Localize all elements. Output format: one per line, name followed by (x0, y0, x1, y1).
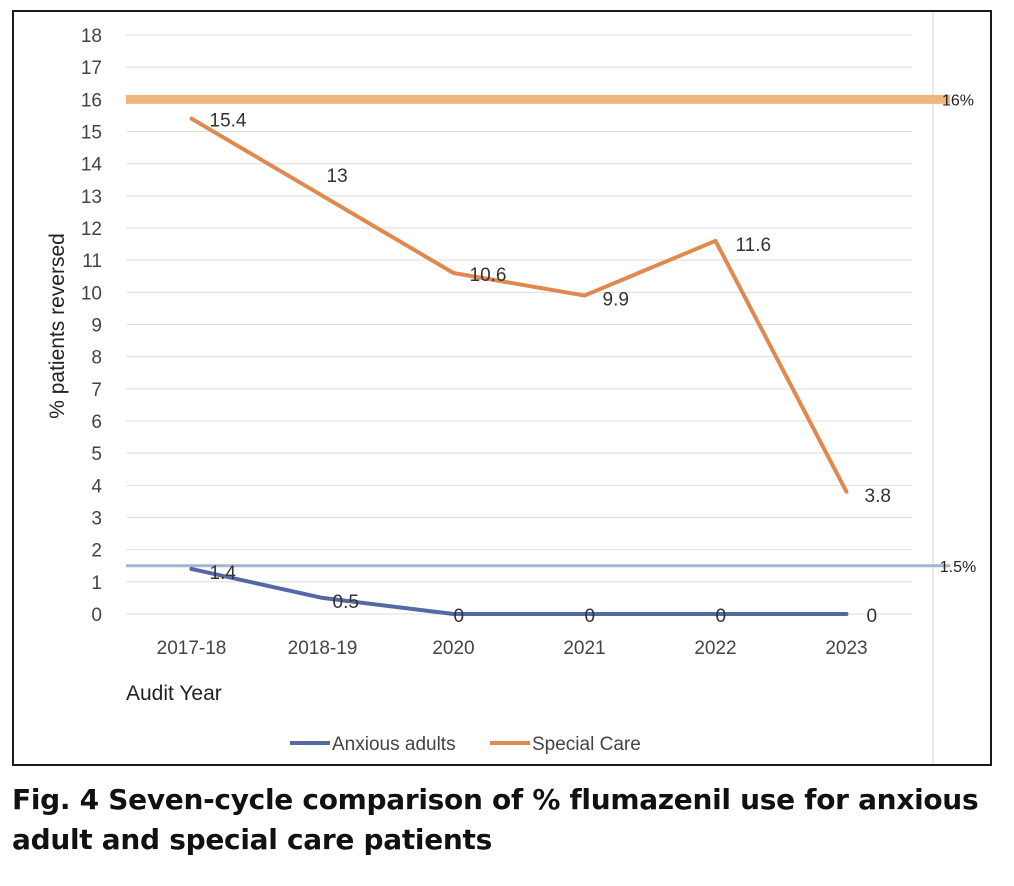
data-label: 0 (867, 606, 878, 627)
y-tick-label: 12 (81, 219, 102, 240)
y-tick-label: 4 (91, 476, 102, 497)
data-label: 0.5 (333, 592, 359, 613)
legend-label: Anxious adults (332, 734, 456, 755)
legend-label: Special Care (532, 734, 641, 755)
reference-lines: 16% 1.5% (126, 92, 976, 576)
data-label: 15.4 (210, 111, 247, 132)
y-tick-label: 0 (91, 605, 102, 626)
x-tick-label: 2023 (825, 638, 867, 659)
data-labels: 1.4 0.5 0 0 0 0 15.4 13 10.6 9.9 11.6 3.8 (210, 111, 891, 627)
chart-frame: 0 1 2 3 4 5 6 7 8 9 10 11 12 13 14 15 16 17 18 2017-18 2018… (12, 10, 992, 766)
data-label: 11.6 (736, 235, 772, 256)
y-tick-label: 18 (81, 26, 102, 47)
series-line (189, 566, 849, 616)
data-label: 9.9 (603, 290, 629, 311)
y-tick-label: 11 (82, 251, 102, 272)
x-tick-label: 2021 (563, 638, 605, 659)
x-tick-label: 2020 (432, 638, 474, 659)
x-tick-label: 2017-18 (157, 638, 227, 659)
data-label: 0 (454, 606, 465, 627)
y-tick-label: 1 (91, 573, 102, 594)
y-tick-label: 6 (91, 412, 102, 433)
series-line (189, 116, 849, 494)
x-axis-title: Audit Year (126, 682, 222, 705)
figure-caption: Fig. 4 Seven-cycle comparison of % fluma… (12, 783, 979, 856)
y-tick-label: 9 (91, 316, 102, 337)
data-label: 13 (327, 166, 348, 187)
data-label: 3.8 (865, 486, 891, 507)
series-lines (189, 116, 849, 616)
y-tick-label: 13 (81, 187, 102, 208)
y-tick-label: 15 (81, 123, 102, 144)
reference-line-label: 16% (942, 92, 974, 109)
y-axis-title: % patients reversed (46, 233, 69, 419)
y-tick-label: 16 (81, 90, 102, 111)
y-tick-label: 5 (91, 444, 102, 465)
data-label: 0 (585, 606, 596, 627)
y-tick-label: 3 (91, 509, 102, 530)
x-axis-ticks: 2017-18 2018-19 2020 2021 2022 2023 (157, 638, 868, 659)
y-tick-label: 14 (81, 155, 103, 176)
x-tick-label: 2022 (694, 638, 736, 659)
data-label: 1.4 (210, 563, 237, 584)
reference-line-label: 1.5% (940, 559, 976, 576)
y-tick-label: 2 (91, 541, 102, 562)
y-tick-label: 8 (91, 348, 102, 369)
data-label: 0 (716, 606, 727, 627)
y-tick-label: 10 (81, 283, 102, 304)
y-tick-label: 7 (91, 380, 102, 401)
x-tick-label: 2018-19 (288, 638, 358, 659)
y-tick-label: 17 (81, 58, 102, 79)
legend: Anxious adults Special Care (290, 734, 641, 755)
data-label: 10.6 (470, 265, 507, 286)
